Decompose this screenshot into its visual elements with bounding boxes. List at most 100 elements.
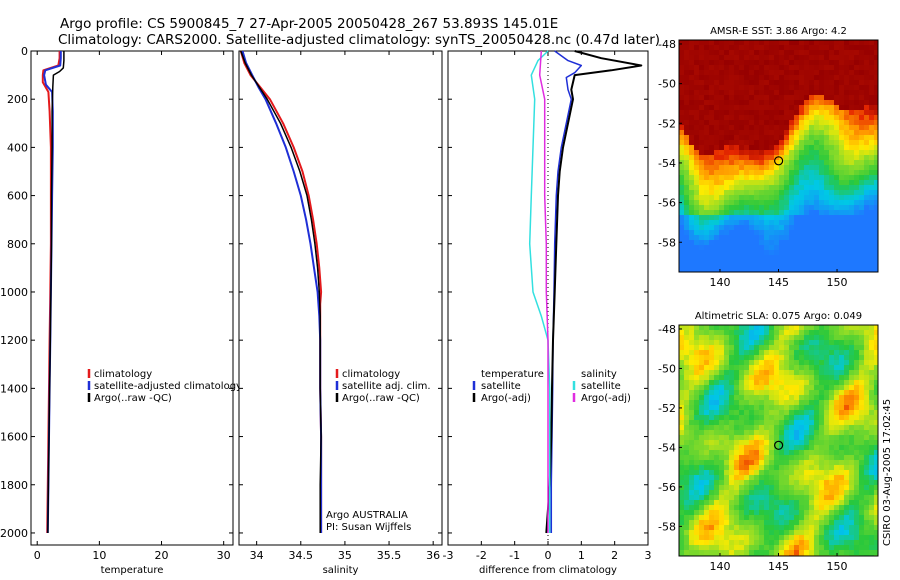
map-cell xyxy=(829,495,834,500)
map-cell xyxy=(759,40,764,45)
map-title: AMSR-E SST: 3.86 Argo: 4.2 xyxy=(710,26,847,37)
map-cell xyxy=(724,485,729,490)
map-cell xyxy=(809,260,814,265)
map-cell xyxy=(699,425,704,430)
map-cell xyxy=(699,180,704,185)
map-cell xyxy=(829,410,834,415)
map-cell xyxy=(724,45,729,50)
map-cell xyxy=(774,235,779,240)
map-cell xyxy=(794,485,799,490)
map-cell xyxy=(764,345,769,350)
map-cell xyxy=(679,125,684,130)
map-cell xyxy=(754,400,759,405)
map-cell xyxy=(764,540,769,545)
map-cell xyxy=(724,255,729,260)
map-cell xyxy=(809,415,814,420)
map-cell xyxy=(769,180,774,185)
map-cell xyxy=(734,150,739,155)
map-cell xyxy=(774,540,779,545)
map-cell xyxy=(759,365,764,370)
map-cell xyxy=(849,45,854,50)
map-cell xyxy=(854,80,859,85)
map-cell xyxy=(869,335,874,340)
map-cell xyxy=(724,230,729,235)
map-cell xyxy=(854,375,859,380)
map-cell xyxy=(864,210,869,215)
map-cell xyxy=(849,365,854,370)
map-cell xyxy=(759,400,764,405)
map-cell xyxy=(814,425,819,430)
map-cell xyxy=(874,325,878,330)
map-cell xyxy=(719,475,724,480)
map-cell xyxy=(679,545,684,550)
map-cell xyxy=(724,400,729,405)
map-cell xyxy=(849,450,854,455)
map-cell xyxy=(824,530,829,535)
map-cell xyxy=(774,455,779,460)
map-cell xyxy=(794,215,799,220)
map-cell xyxy=(744,110,749,115)
map-cell xyxy=(834,525,839,530)
map-cell xyxy=(834,270,839,272)
map-cell xyxy=(859,335,864,340)
map-cell xyxy=(699,215,704,220)
map-cell xyxy=(689,85,694,90)
map-cell xyxy=(764,395,769,400)
map-cell xyxy=(729,175,734,180)
map-cell xyxy=(859,255,864,260)
map-cell xyxy=(819,480,824,485)
map-cell xyxy=(794,180,799,185)
map-cell xyxy=(784,130,789,135)
map-cell xyxy=(799,520,804,525)
map-cell xyxy=(799,380,804,385)
map-cell xyxy=(839,150,844,155)
map-cell xyxy=(704,470,709,475)
map-cell xyxy=(719,250,724,255)
map-cell xyxy=(709,340,714,345)
map-cell xyxy=(739,460,744,465)
map-cell xyxy=(714,185,719,190)
map-cell xyxy=(759,60,764,65)
map-cell xyxy=(784,355,789,360)
map-cell xyxy=(819,95,824,100)
map-cell xyxy=(834,355,839,360)
map-cell xyxy=(779,340,784,345)
map-cell xyxy=(804,255,809,260)
map-cell xyxy=(689,185,694,190)
x-tick-label: 0 xyxy=(34,549,41,562)
map-cell xyxy=(754,155,759,160)
map-cell xyxy=(709,480,714,485)
map-cell xyxy=(714,195,719,200)
map-cell xyxy=(779,395,784,400)
map-cell xyxy=(869,115,874,120)
x-tick-label: 30 xyxy=(217,549,231,562)
map-cell xyxy=(839,240,844,245)
map-cell xyxy=(804,345,809,350)
map-cell xyxy=(814,505,819,510)
map-cell xyxy=(739,405,744,410)
map-cell xyxy=(804,535,809,540)
map-cell xyxy=(869,55,874,60)
map-cell xyxy=(694,245,699,250)
map-cell xyxy=(719,450,724,455)
map-cell xyxy=(839,340,844,345)
map-cell xyxy=(689,350,694,355)
map-cell xyxy=(724,75,729,80)
map-cell xyxy=(699,515,704,520)
map-cell xyxy=(744,525,749,530)
map-cell xyxy=(794,375,799,380)
map-cell xyxy=(699,405,704,410)
map-cell xyxy=(739,350,744,355)
map-cell xyxy=(859,400,864,405)
map-cell xyxy=(714,105,719,110)
map-cell xyxy=(714,250,719,255)
map-cell xyxy=(804,465,809,470)
map-cell xyxy=(709,215,714,220)
map-cell xyxy=(839,85,844,90)
map-cell xyxy=(874,525,878,530)
map-cell xyxy=(814,405,819,410)
map-cell xyxy=(739,245,744,250)
map-cell xyxy=(744,50,749,55)
map-cell xyxy=(744,100,749,105)
map-cell xyxy=(769,145,774,150)
